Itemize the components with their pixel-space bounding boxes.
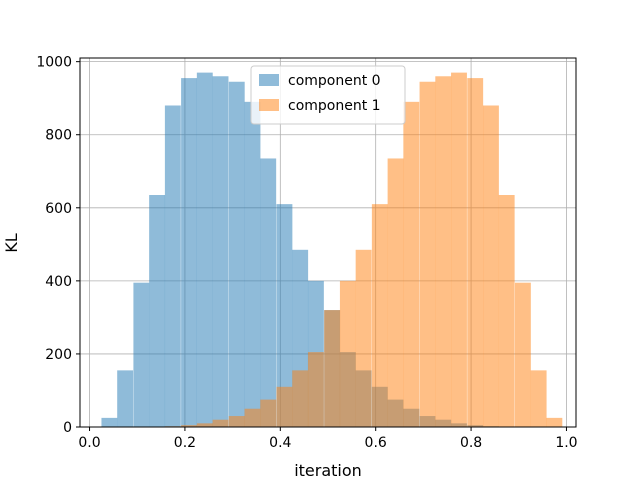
x-tick-label: 0.4 <box>269 435 291 451</box>
histogram-bar-series-0 <box>181 78 197 428</box>
histogram-bar-series-1 <box>196 423 213 427</box>
histogram-bar-series-0 <box>276 204 293 427</box>
histogram-bar-series-1 <box>339 280 356 427</box>
y-tick-label: 800 <box>45 128 72 144</box>
legend-label-series-0: component 0 <box>288 73 381 89</box>
histogram-bar-series-1 <box>181 425 197 427</box>
histogram-bar-series-0 <box>212 76 229 427</box>
bars <box>101 72 563 428</box>
y-tick-label: 200 <box>45 347 72 363</box>
histogram-bar-series-1 <box>403 101 420 427</box>
histogram-bar-series-1 <box>530 370 547 427</box>
histogram-bar-series-1 <box>324 310 341 427</box>
x-axis-label: iteration <box>294 461 362 480</box>
y-tick-label: 400 <box>45 274 72 290</box>
histogram-bar-series-0 <box>149 195 166 427</box>
histogram-bar-series-0 <box>164 105 181 427</box>
histogram-bar-series-1 <box>498 195 515 427</box>
y-tick-label: 0 <box>63 420 72 436</box>
histogram-bar-series-0 <box>196 72 213 427</box>
histogram-bar-series-1 <box>451 72 467 427</box>
y-tick-label: 1000 <box>36 55 72 71</box>
histogram-bar-series-1 <box>228 416 245 427</box>
y-axis-label: KL <box>2 233 21 252</box>
histogram-bar-series-1 <box>260 399 277 427</box>
x-tick-label: 0.8 <box>460 435 482 451</box>
histogram-bar-series-1 <box>419 81 436 427</box>
x-tick-label: 1.0 <box>555 435 577 451</box>
histogram-bar-series-1 <box>514 282 531 427</box>
histogram-bar-series-0 <box>101 417 118 427</box>
x-tick-label: 0.0 <box>78 435 100 451</box>
plot-frame <box>79 57 577 428</box>
histogram-bar-series-0 <box>133 282 150 427</box>
x-tick-label: 0.2 <box>174 435 196 451</box>
histogram-bar-series-1 <box>467 78 484 428</box>
legend-swatch-series-0 <box>259 74 279 86</box>
histogram-bar-series-1 <box>546 417 563 427</box>
histogram-bar-series-1 <box>387 158 404 428</box>
legend-box <box>250 65 406 125</box>
histogram-bar-series-0 <box>117 370 134 427</box>
histogram-bar-series-1 <box>483 105 499 427</box>
legend-label-series-1: component 1 <box>288 98 381 114</box>
histogram-bar-series-1 <box>371 204 388 427</box>
histogram-bar-series-0 <box>228 81 245 427</box>
y-tick-label: 600 <box>45 201 72 217</box>
histogram-bar-series-0 <box>244 101 261 427</box>
ticks: 0.0 0.2 0.4 0.6 0.8 1.0 0 200 400 600 800 1000 <box>36 55 577 451</box>
legend-swatch-series-1 <box>259 99 279 111</box>
histogram-bar-series-1 <box>292 370 309 427</box>
histogram-bar-series-1 <box>355 249 372 427</box>
histogram-bar-series-1 <box>307 352 324 427</box>
histogram-bar-series-0 <box>260 158 277 428</box>
legend: component 0 component 1 <box>250 65 406 125</box>
x-tick-label: 0.6 <box>365 435 387 451</box>
histogram-bar-series-1 <box>212 419 229 427</box>
histogram-bar-series-1 <box>435 76 452 427</box>
histogram-bar-series-1 <box>276 386 293 427</box>
histogram-bar-series-1 <box>244 408 261 427</box>
